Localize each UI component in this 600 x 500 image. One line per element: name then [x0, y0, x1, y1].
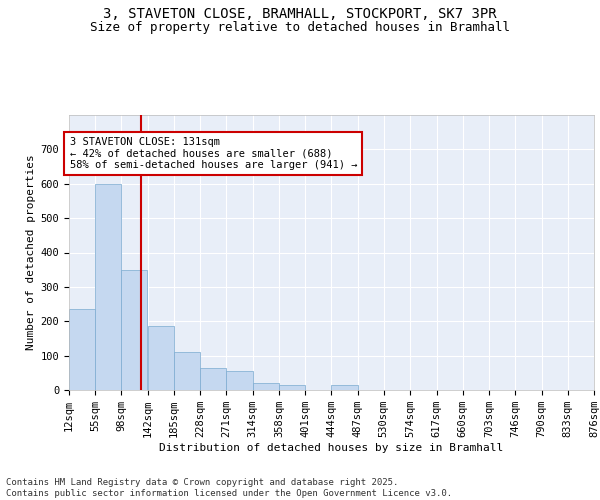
Text: Contains HM Land Registry data © Crown copyright and database right 2025.
Contai: Contains HM Land Registry data © Crown c… [6, 478, 452, 498]
Bar [226, 371, 253, 390]
Bar [253, 383, 278, 390]
Text: 3, STAVETON CLOSE, BRAMHALL, STOCKPORT, SK7 3PR: 3, STAVETON CLOSE, BRAMHALL, STOCKPORT, … [103, 8, 497, 22]
Text: 3 STAVETON CLOSE: 131sqm
← 42% of detached houses are smaller (688)
58% of semi-: 3 STAVETON CLOSE: 131sqm ← 42% of detach… [70, 137, 357, 170]
Bar [331, 385, 358, 390]
Bar [148, 326, 174, 390]
Text: Size of property relative to detached houses in Bramhall: Size of property relative to detached ho… [90, 21, 510, 34]
Bar [121, 270, 148, 390]
Y-axis label: Number of detached properties: Number of detached properties [26, 154, 37, 350]
Bar [174, 352, 200, 390]
Bar [69, 309, 95, 390]
Bar [200, 368, 226, 390]
Bar [279, 385, 305, 390]
Bar [95, 184, 121, 390]
X-axis label: Distribution of detached houses by size in Bramhall: Distribution of detached houses by size … [160, 443, 503, 453]
